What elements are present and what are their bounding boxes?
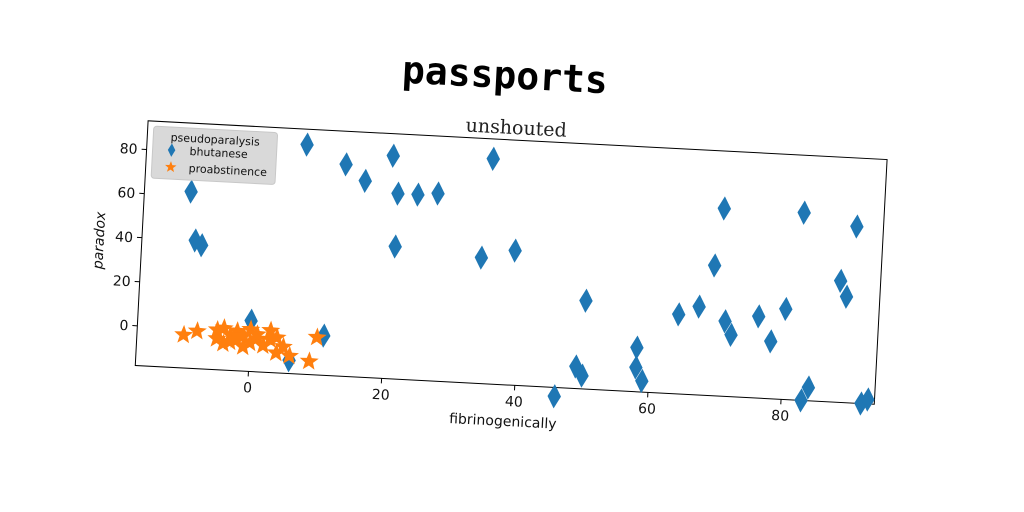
data-point-bhutanese [630,335,644,360]
data-point-bhutanese [794,388,808,413]
data-point-proabstinence [261,320,281,339]
data-point-bhutanese [569,354,583,379]
data-point-bhutanese [575,363,589,388]
data-point-bhutanese [718,309,732,334]
data-point-proabstinence [213,333,233,352]
data-point-proabstinence [247,324,267,343]
data-point-bhutanese [635,368,649,394]
data-points [174,132,875,416]
data-point-bhutanese [194,233,209,258]
data-point-proabstinence [187,321,207,340]
plot-area: unshouted 0 20 40 60 80 0 20 40 60 80 fibrinogeni… [90,114,888,433]
data-point-bhutanese [339,152,353,177]
x-tick-label: 20 [371,387,390,404]
data-point-proabstinence [240,332,260,352]
y-axis-label: paradox [90,211,109,271]
x-tick-label: 80 [771,408,790,425]
data-point-bhutanese [184,179,198,204]
data-point-proabstinence [233,336,253,356]
data-point-bhutanese [764,329,778,354]
x-tick-label: 60 [638,401,657,418]
axis-ticks: 0 20 40 60 80 0 20 40 60 80 [112,141,790,425]
data-point-bhutanese [388,234,402,259]
legend-box [150,125,279,185]
data-point-bhutanese [839,284,854,309]
data-point-proabstinence [241,319,261,338]
data-point-bhutanese [431,181,445,206]
data-point-proabstinence [214,318,234,337]
data-point-proabstinence [207,320,227,339]
data-point-bhutanese [547,384,561,409]
data-point-bhutanese [751,304,766,329]
x-tick-label: 0 [243,380,253,396]
data-point-proabstinence [253,335,273,355]
data-point-bhutanese [861,387,875,412]
y-tick-label: 40 [115,229,134,246]
chart-subtitle: unshouted [465,114,567,141]
data-point-bhutanese [692,294,706,319]
x-tick-label: 40 [505,394,524,411]
data-point-bhutanese [801,375,816,400]
y-tick-label: 20 [112,273,131,290]
data-point-bhutanese [797,200,811,225]
legend-title: pseudoparalysis [170,131,260,149]
data-point-bhutanese [486,146,500,171]
data-point-bhutanese [717,196,732,221]
data-point-bhutanese [724,322,738,347]
data-point-proabstinence [267,327,287,346]
data-point-proabstinence [279,345,299,365]
data-point-bhutanese [579,288,593,313]
data-point-proabstinence [227,329,247,349]
y-tick-label: 0 [119,318,129,334]
data-point-bhutanese [779,296,793,322]
series-proabstinence [174,318,327,370]
y-tick-label: 60 [117,185,136,202]
data-point-proabstinence [207,328,227,348]
data-point-bhutanese [629,355,643,380]
legend-label-bhutanese: bhutanese [189,145,248,161]
legend-label-proabstinence: proabstinence [188,162,267,179]
data-point-proabstinence [266,343,286,362]
data-point-bhutanese [671,302,686,327]
data-point-proabstinence [307,327,327,346]
data-point-bhutanese [358,168,372,193]
data-point-proabstinence [174,324,194,344]
data-point-bhutanese [850,214,864,239]
data-point-bhutanese [508,238,522,263]
x-axis-label: fibrinogenically [449,411,557,433]
chart-title: passports [401,48,609,103]
data-point-bhutanese [386,143,401,168]
data-point-proabstinence [273,336,293,356]
data-point-proabstinence [234,325,254,345]
data-point-proabstinence [220,331,240,351]
legend-marker-proabstinence [165,161,177,173]
y-tick-label: 80 [119,141,138,158]
data-point-bhutanese [411,182,425,207]
data-point-bhutanese [707,253,722,278]
data-point-bhutanese [188,228,202,253]
data-point-bhutanese [300,132,314,157]
legend-marker-bhutanese [167,143,176,157]
data-point-bhutanese [474,245,489,270]
data-point-proabstinence [260,329,280,348]
data-point-bhutanese [391,181,405,206]
data-point-proabstinence [299,351,319,370]
data-point-bhutanese [833,268,848,294]
